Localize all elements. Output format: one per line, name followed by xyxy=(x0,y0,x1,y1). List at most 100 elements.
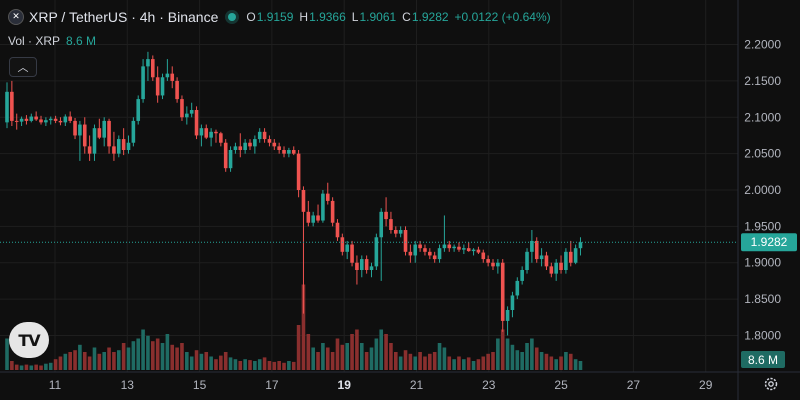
candle xyxy=(136,95,141,125)
candle xyxy=(78,120,82,161)
volume-bar xyxy=(466,357,471,370)
volume-bar xyxy=(301,284,306,370)
candle xyxy=(19,116,24,126)
y-tick-label: 1.9500 xyxy=(744,219,781,233)
candle xyxy=(578,237,583,256)
volume-bar xyxy=(199,353,204,370)
volume-bar xyxy=(223,352,228,370)
candle xyxy=(257,128,262,143)
y-tick-label: 2.1000 xyxy=(744,110,781,124)
candle xyxy=(330,197,335,227)
volume-bar xyxy=(272,361,277,370)
x-tick-label: 21 xyxy=(410,378,424,392)
volume-bar xyxy=(29,365,34,370)
candle xyxy=(301,186,306,314)
candle xyxy=(44,117,48,126)
volume-bar xyxy=(34,364,38,370)
candle xyxy=(447,240,452,252)
volume-bar xyxy=(82,352,87,370)
y-tick-label: 1.8000 xyxy=(744,328,781,342)
volume-bar xyxy=(408,353,413,370)
volume-bar xyxy=(238,361,243,370)
candle xyxy=(141,59,145,103)
candle xyxy=(432,251,437,263)
candle xyxy=(68,111,72,124)
volume-bar xyxy=(87,356,92,370)
candle xyxy=(418,240,422,252)
candle xyxy=(515,277,520,300)
volume-bar xyxy=(471,361,476,370)
candle xyxy=(481,249,486,263)
volume-bar xyxy=(209,356,213,370)
volume-bar xyxy=(384,334,388,370)
candle xyxy=(267,135,272,147)
candle xyxy=(214,129,218,143)
candle xyxy=(457,242,461,252)
x-tick-label: 23 xyxy=(482,378,496,392)
ohlc-open-label: O xyxy=(246,10,256,24)
candle xyxy=(253,135,257,154)
price-axis[interactable]: 2.2000 2.1500 2.1000 2.0500 2.0000 1.9500 1.90… xyxy=(737,0,781,400)
settings-button[interactable] xyxy=(762,375,780,393)
volume-bar xyxy=(189,356,194,370)
volume-bar xyxy=(549,356,554,370)
candle xyxy=(564,248,568,274)
ohlc-high-value: 1.9366 xyxy=(309,10,346,24)
volume-bar xyxy=(233,359,238,370)
candle xyxy=(175,77,179,103)
chevron-up-icon: ︿ xyxy=(17,61,29,74)
candle xyxy=(24,115,29,125)
x-tick-label: 19 xyxy=(338,378,352,392)
candle xyxy=(500,259,505,332)
volume-bar xyxy=(296,325,301,370)
candle xyxy=(151,55,155,81)
tradingview-logo[interactable]: TV xyxy=(9,322,49,358)
volume-legend-label: Vol · XRP xyxy=(8,34,61,48)
x-tick-label: 29 xyxy=(699,378,713,392)
collapse-legend-button[interactable]: ︿ xyxy=(9,57,37,77)
volume-bar xyxy=(379,329,384,370)
candle xyxy=(544,251,549,270)
candle xyxy=(194,106,199,140)
candle xyxy=(534,237,539,263)
candle xyxy=(539,248,544,267)
symbol-title[interactable]: XRP / TetherUS · 4h · Binance xyxy=(29,9,219,25)
volume-bar xyxy=(146,335,150,370)
volume-bar xyxy=(141,329,145,370)
volume-bar xyxy=(257,359,262,370)
candle xyxy=(170,66,175,89)
candle xyxy=(306,200,311,227)
candle xyxy=(291,146,296,156)
candle xyxy=(223,139,228,172)
ohlc-close-value: 1.9282 xyxy=(411,10,449,24)
volume-bar xyxy=(92,347,97,370)
candle xyxy=(389,211,393,234)
candle xyxy=(287,147,291,158)
time-axis[interactable]: 11 13 15 17 19 21 23 25 27 29 xyxy=(0,371,800,392)
volume-bar xyxy=(291,361,296,370)
candle xyxy=(530,230,534,263)
candle xyxy=(296,150,301,198)
candle xyxy=(10,80,14,126)
volume-bar xyxy=(437,343,442,370)
volume-bar xyxy=(170,344,175,370)
volume-bar xyxy=(228,357,233,370)
volume-bar xyxy=(423,356,427,370)
candle xyxy=(29,113,34,123)
candle xyxy=(486,255,490,267)
gear-icon xyxy=(764,377,778,391)
ohlc-close-label: C xyxy=(402,10,411,24)
volume-bar xyxy=(151,341,155,370)
candle xyxy=(549,262,554,278)
candle xyxy=(554,259,558,281)
candle xyxy=(398,226,403,238)
volume-bar xyxy=(116,350,121,370)
candle xyxy=(116,135,121,158)
candle xyxy=(311,211,315,227)
candle xyxy=(559,255,563,274)
candle xyxy=(5,82,9,129)
ohlc-high-label: H xyxy=(299,10,309,24)
x-tick-label: 13 xyxy=(121,378,135,392)
volume-bar xyxy=(350,334,354,370)
